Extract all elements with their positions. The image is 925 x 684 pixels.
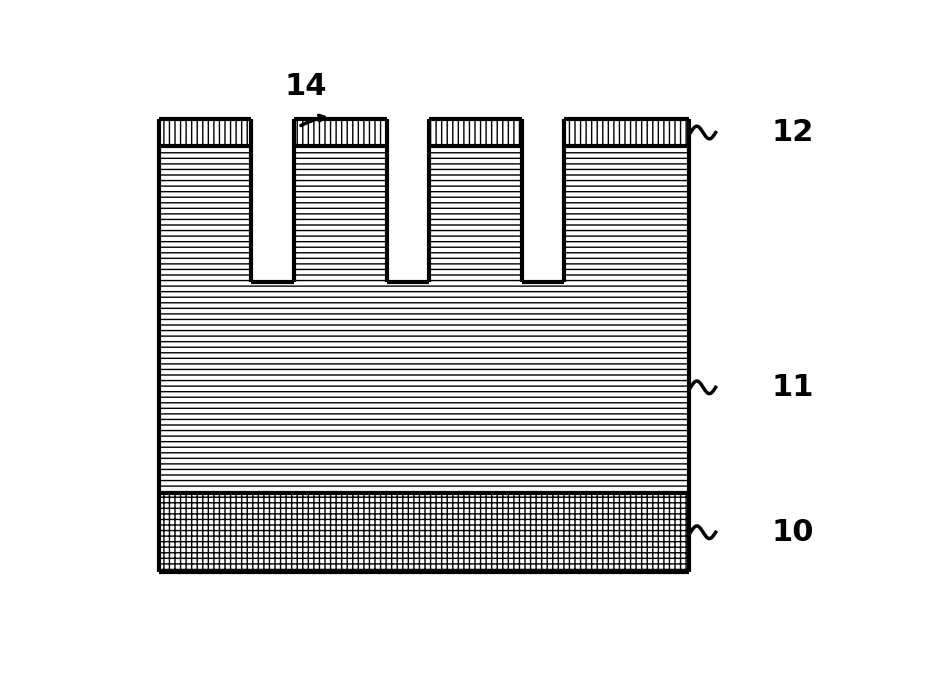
Bar xyxy=(522,119,564,282)
Bar xyxy=(429,146,522,282)
Bar xyxy=(429,119,522,146)
Bar xyxy=(564,119,689,146)
Text: 14: 14 xyxy=(284,72,327,101)
Bar xyxy=(564,146,689,282)
Bar xyxy=(252,119,294,282)
Bar xyxy=(159,492,689,572)
Bar xyxy=(159,282,689,492)
Bar xyxy=(294,146,387,282)
Bar xyxy=(294,119,387,146)
Text: 10: 10 xyxy=(771,518,814,547)
Bar xyxy=(387,119,429,282)
Bar xyxy=(159,119,252,146)
Text: 12: 12 xyxy=(771,118,814,147)
Text: 11: 11 xyxy=(771,373,814,402)
Bar xyxy=(159,146,252,282)
